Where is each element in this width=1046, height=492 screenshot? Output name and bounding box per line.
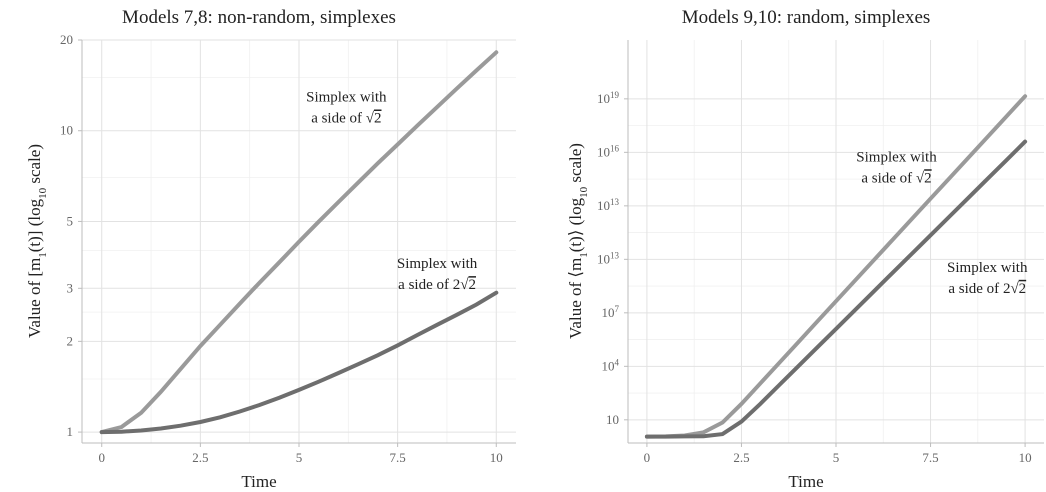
left-x-tick-label: 7.5: [390, 450, 406, 465]
left-annotation-0-line2: a side of √2: [311, 111, 381, 127]
left-x-axis-label: Time: [241, 472, 276, 491]
left-y-tick-label: 1: [67, 424, 74, 439]
right-y-tick-label: 1013: [597, 197, 620, 213]
right-annotation-0: Simplex with a side of √2: [856, 149, 937, 186]
left-annotation-1: Simplex with a side of 2√2: [397, 256, 478, 293]
right-y-tick-label: 1019: [597, 90, 620, 106]
left-x-tick-label: 2.5: [192, 450, 208, 465]
right-y-tick-label: 1016: [597, 143, 620, 159]
right-x-tick-label: 2.5: [733, 450, 749, 465]
right-ylabel: Value of ⟨m1(t)⟩ (log10 scale): [566, 143, 590, 339]
right-annotation-0-line1: Simplex with: [856, 149, 937, 165]
left-y-tick-label: 20: [60, 32, 73, 47]
left-chart-title: Models 7,8: non-random, simplexes: [122, 7, 396, 28]
right-annotation-1-line2: a side of 2√2: [948, 281, 1026, 297]
left-x-tick-label: 10: [490, 450, 503, 465]
right-y-tick-label: 1013: [597, 250, 620, 266]
left-annotation-1-line2: a side of 2√2: [398, 277, 476, 293]
left-x-tick-label: 0: [98, 450, 105, 465]
left-x-tick-label: 5: [296, 450, 303, 465]
left-annotation-0: Simplex with a side of √2: [306, 90, 387, 127]
left-y-tick-label: 3: [67, 280, 74, 295]
left-y-tick-label: 5: [67, 213, 74, 228]
chart-left: 0 2.5 5 7.5 10 1 2 3 5 10 20 Simplex with a side of …: [25, 7, 516, 491]
right-chart-title: Models 9,10: random, simplexes: [682, 7, 931, 28]
right-y-tick-label: 107: [602, 304, 620, 320]
left-series-line-0: [99, 50, 499, 435]
right-annotation-1: Simplex with a side of 2√2: [947, 260, 1028, 297]
right-x-tick-label: 0: [644, 450, 651, 465]
right-x-tick-label: 7.5: [922, 450, 938, 465]
right-y-tick-label: 104: [602, 357, 620, 373]
right-annotation-1-line1: Simplex with: [947, 260, 1028, 276]
left-annotation-0-line1: Simplex with: [306, 90, 387, 106]
left-y-tick-label: 2: [67, 333, 74, 348]
right-series-line-1: [644, 139, 1028, 439]
right-series-line-0: [644, 94, 1028, 439]
left-series-line-1: [99, 290, 499, 435]
left-annotation-1-line1: Simplex with: [397, 256, 478, 272]
right-x-tick-label: 5: [833, 450, 840, 465]
left-ylabel: Value of [m1(t)] (log10 scale): [25, 144, 49, 338]
right-x-axis-label: Time: [788, 472, 823, 491]
chart-right: 0 2.5 5 7.5 10 10 104 107 1013 1013 1016 1019 Simple…: [566, 7, 1044, 491]
right-y-tick-label: 10: [606, 412, 619, 427]
right-annotation-0-line2: a side of √2: [861, 170, 931, 186]
left-y-tick-label: 10: [60, 123, 73, 138]
right-x-tick-label: 10: [1019, 450, 1032, 465]
